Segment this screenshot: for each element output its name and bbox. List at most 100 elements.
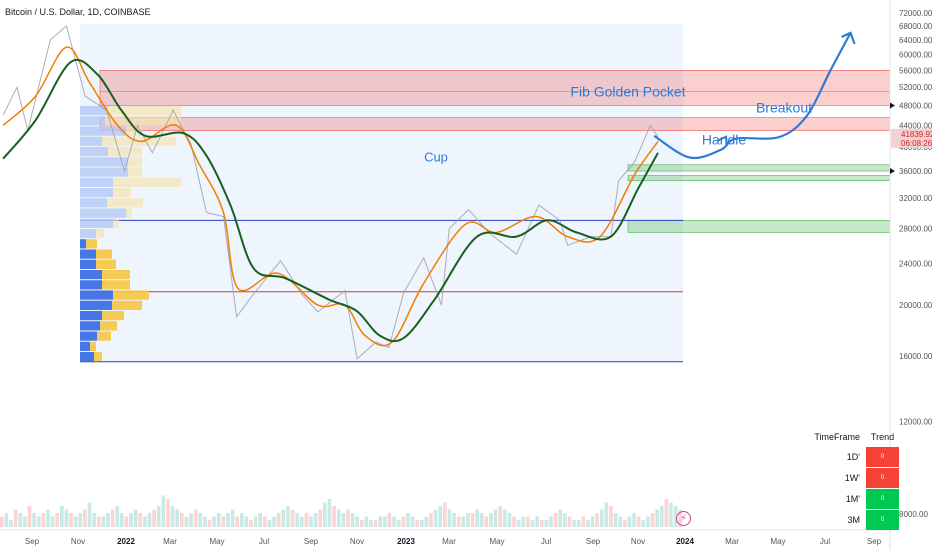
volume-bar bbox=[124, 516, 129, 527]
volume-profile-buy-bar bbox=[80, 341, 90, 351]
volume-bar bbox=[410, 516, 415, 527]
trend-row-3m: 3M 0 bbox=[808, 509, 900, 530]
volume-bar bbox=[526, 516, 530, 527]
volume-profile-buy-bar bbox=[80, 280, 102, 290]
volume-bar bbox=[286, 506, 290, 527]
volume-bar bbox=[179, 513, 184, 527]
lightning-icon[interactable]: ⚡ bbox=[676, 511, 691, 526]
volume-bar bbox=[263, 516, 267, 527]
volume-bar bbox=[664, 499, 669, 527]
volume-bar bbox=[646, 516, 650, 527]
volume-bar bbox=[299, 516, 304, 527]
volume-profile-sell-bar bbox=[102, 280, 130, 290]
trend-table: TimeFrame Trend 1D' 0 1W' 0 1M' 0 3M 0 bbox=[808, 428, 900, 530]
volume-bar bbox=[156, 506, 161, 527]
x-tick-label: Sep bbox=[867, 537, 882, 546]
volume-bar bbox=[424, 516, 429, 527]
volume-bar bbox=[493, 509, 498, 527]
volume-profile-sell-bar bbox=[100, 321, 117, 331]
x-tick-label: Mar bbox=[442, 537, 456, 546]
volume-bar bbox=[193, 509, 198, 527]
support-zone bbox=[627, 164, 891, 172]
x-tick-label: May bbox=[489, 537, 504, 546]
volume-bar bbox=[249, 520, 253, 527]
handle-arrowhead bbox=[717, 135, 729, 146]
volume-bar bbox=[470, 513, 475, 527]
volume-bar bbox=[133, 509, 138, 527]
volume-profile-sell-bar bbox=[90, 341, 96, 351]
x-tick-label: Nov bbox=[631, 537, 645, 546]
axis-marker bbox=[890, 168, 895, 175]
volume-profile-sell-bar bbox=[97, 331, 111, 341]
volume-bar bbox=[489, 513, 493, 527]
volume-bar bbox=[216, 513, 221, 527]
y-tick-label: 72000.00 bbox=[899, 9, 932, 18]
volume-bar bbox=[512, 516, 516, 527]
volume-profile-buy-bar bbox=[80, 259, 96, 269]
volume-bar bbox=[198, 513, 203, 527]
volume-bar bbox=[281, 509, 286, 527]
volume-bar bbox=[341, 513, 346, 527]
volume-bar bbox=[323, 502, 327, 527]
volume-bar bbox=[332, 506, 336, 527]
volume-bar bbox=[627, 516, 632, 527]
volume-bar bbox=[516, 520, 521, 527]
annotation-cup: Cup bbox=[424, 150, 448, 165]
volume-bar bbox=[41, 513, 46, 527]
volume-profile-buy-bar bbox=[80, 177, 113, 187]
volume-bar bbox=[318, 509, 323, 527]
annotation-fib-golden-pocket: Fib Golden Pocket bbox=[570, 84, 685, 100]
volume-bar bbox=[521, 516, 526, 527]
x-tick-label: Jul bbox=[541, 537, 551, 546]
y-tick-label: 16000.00 bbox=[899, 352, 932, 361]
trend-cell: 0 bbox=[866, 467, 899, 488]
volume-profile-sell-bar bbox=[128, 157, 142, 167]
volume-profile-buy-bar bbox=[80, 310, 102, 321]
volume-bar bbox=[23, 516, 27, 527]
volume-bar bbox=[13, 509, 18, 527]
volume-bar bbox=[659, 506, 664, 527]
x-tick-label: Mar bbox=[163, 537, 177, 546]
volume-bar bbox=[475, 509, 479, 527]
volume-bar bbox=[387, 513, 392, 527]
volume-bar bbox=[419, 520, 424, 527]
y-tick-label: 28000.00 bbox=[899, 224, 932, 233]
volume-bar bbox=[230, 509, 235, 527]
volume-bar bbox=[576, 520, 581, 527]
volume-bar bbox=[203, 516, 207, 527]
volume-bar bbox=[650, 513, 655, 527]
volume-bar bbox=[641, 520, 646, 527]
price-line bbox=[2, 25, 659, 360]
y-tick-label: 36000.00 bbox=[899, 167, 932, 176]
volume-bar bbox=[466, 513, 470, 527]
y-tick-label: 12000.00 bbox=[899, 418, 932, 427]
volume-bar bbox=[327, 499, 332, 527]
volume-bar bbox=[59, 506, 64, 527]
volume-profile-buy-bar bbox=[80, 331, 97, 341]
volume-profile-buy-bar bbox=[80, 187, 113, 198]
volume-profile-buy-bar bbox=[80, 126, 126, 136]
volume-profile-sell-bar bbox=[113, 290, 149, 300]
volume-profile-buy-bar bbox=[80, 136, 102, 146]
volume-profile-sell-bar bbox=[105, 116, 181, 126]
x-tick-label: Nov bbox=[350, 537, 364, 546]
last-price-countdown: 06:08:26 bbox=[901, 139, 932, 148]
y-tick-label: 68000.00 bbox=[899, 22, 932, 31]
volume-bar bbox=[235, 516, 239, 527]
volume-bar bbox=[267, 520, 272, 527]
volume-bar bbox=[479, 513, 484, 527]
last-price-label: 41839.92 bbox=[901, 130, 932, 139]
volume-bar bbox=[484, 516, 489, 527]
volume-bar bbox=[101, 516, 106, 527]
support-zone bbox=[627, 220, 891, 233]
ema-slow-line bbox=[2, 58, 659, 343]
volume-bar bbox=[535, 516, 539, 527]
volume-bar bbox=[586, 520, 590, 527]
volume-bar bbox=[415, 520, 419, 527]
volume-bar bbox=[632, 513, 636, 527]
volume-bar bbox=[87, 502, 92, 527]
volume-profile-sell-bar bbox=[94, 351, 102, 362]
volume-bar bbox=[609, 506, 613, 527]
volume-bar bbox=[9, 520, 13, 527]
